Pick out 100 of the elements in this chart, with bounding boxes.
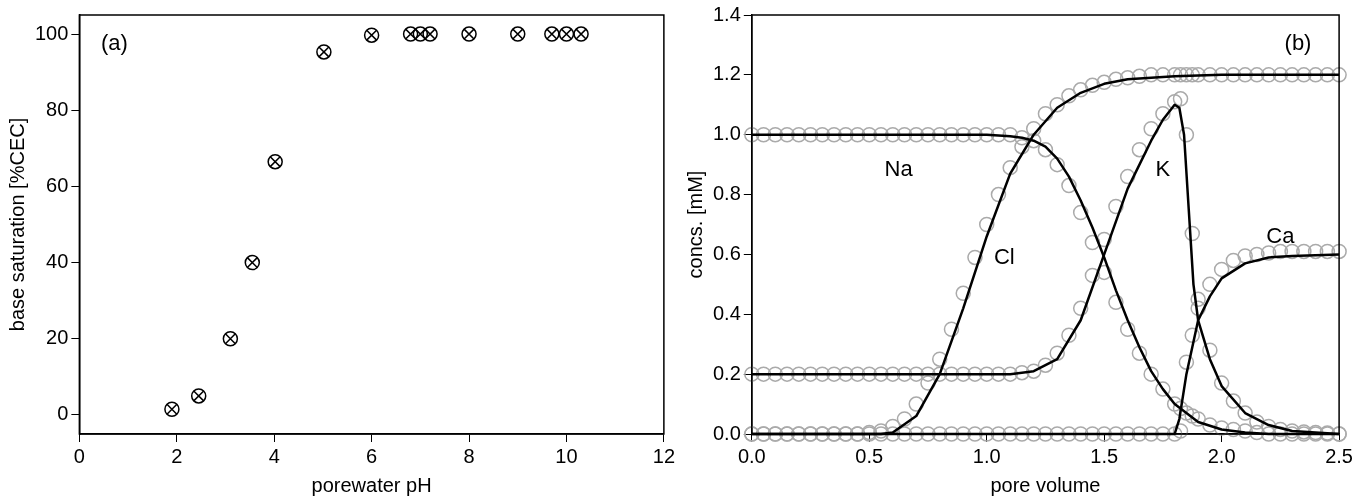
point — [1172, 91, 1189, 107]
point — [943, 366, 960, 382]
point — [1061, 426, 1077, 442]
point — [908, 396, 924, 412]
point — [1002, 159, 1018, 176]
point — [1014, 364, 1030, 381]
annotation: Na — [884, 156, 914, 182]
point — [1037, 141, 1054, 158]
point — [1331, 243, 1347, 260]
point — [1249, 414, 1265, 430]
point — [1072, 82, 1089, 98]
point — [931, 366, 948, 382]
point — [990, 426, 1007, 442]
point — [1037, 357, 1054, 373]
point — [1155, 67, 1171, 83]
y-tick-label: 0 — [57, 402, 69, 425]
point — [955, 366, 971, 382]
point — [931, 126, 948, 143]
point — [1119, 426, 1136, 442]
point — [1307, 243, 1324, 260]
annotation: Ca — [1266, 223, 1296, 249]
point — [1260, 67, 1277, 83]
point — [1249, 424, 1265, 441]
point — [1172, 423, 1189, 439]
point — [755, 126, 772, 143]
point — [1260, 418, 1277, 435]
point — [1037, 106, 1054, 122]
point — [990, 126, 1007, 143]
point — [955, 285, 971, 302]
point — [1143, 67, 1159, 83]
point — [931, 351, 948, 367]
point — [920, 126, 936, 143]
point — [802, 366, 819, 382]
point — [1225, 393, 1242, 409]
point — [1225, 67, 1242, 83]
y-tick-label: 1.0 — [712, 122, 741, 145]
y-axis-title: base saturation [%CEC] — [5, 117, 28, 332]
y-axis-title: concs. [mM] — [683, 170, 706, 279]
point — [1014, 129, 1030, 146]
point — [1172, 400, 1189, 417]
x-tick-label: 2.0 — [1207, 444, 1236, 467]
point — [1049, 156, 1065, 173]
point — [1072, 426, 1089, 442]
point — [896, 426, 913, 442]
point — [920, 366, 936, 382]
point — [1108, 426, 1124, 442]
point — [1084, 267, 1101, 284]
point — [767, 126, 784, 143]
point — [908, 126, 924, 143]
point — [1237, 423, 1253, 439]
point — [1061, 327, 1077, 343]
point — [1155, 426, 1171, 442]
point — [1213, 261, 1230, 278]
y-tick-label: 0.6 — [712, 241, 741, 264]
point — [885, 126, 901, 143]
point — [826, 366, 842, 382]
point — [1155, 381, 1171, 397]
point — [1155, 106, 1171, 122]
point — [885, 418, 901, 435]
point — [1213, 375, 1230, 391]
point — [908, 426, 924, 442]
point — [849, 366, 866, 382]
point — [861, 366, 878, 382]
point — [1025, 426, 1042, 442]
point — [1202, 342, 1218, 358]
x-tick-label: 0.5 — [855, 444, 884, 467]
point — [1190, 67, 1206, 83]
y-tick-label: 0.8 — [712, 182, 741, 205]
point — [1202, 67, 1218, 83]
point — [1272, 426, 1289, 442]
x-tick-label: 0.0 — [737, 444, 766, 467]
point — [1119, 321, 1136, 337]
point — [767, 366, 784, 382]
point — [1049, 345, 1065, 361]
point — [1213, 420, 1230, 436]
y-tick-label: 100 — [34, 21, 69, 44]
point — [802, 126, 819, 143]
point — [1272, 243, 1289, 260]
point — [1108, 294, 1124, 311]
point — [1225, 421, 1242, 438]
point — [1084, 77, 1101, 94]
point — [943, 426, 960, 442]
point — [1096, 74, 1112, 91]
annotation: (b) — [1284, 30, 1312, 56]
point — [1084, 426, 1101, 442]
x-tick-label: 2 — [171, 444, 183, 467]
point — [1037, 426, 1054, 442]
point — [755, 366, 772, 382]
point — [990, 366, 1007, 382]
point — [978, 426, 995, 442]
point — [1166, 67, 1183, 83]
point — [873, 366, 889, 382]
point — [920, 426, 936, 442]
x-tick-label: 2.5 — [1325, 444, 1353, 467]
point — [873, 126, 889, 143]
point — [1002, 426, 1018, 442]
point — [1190, 411, 1206, 427]
point — [1049, 426, 1065, 442]
point — [1184, 408, 1201, 424]
point — [744, 126, 760, 143]
